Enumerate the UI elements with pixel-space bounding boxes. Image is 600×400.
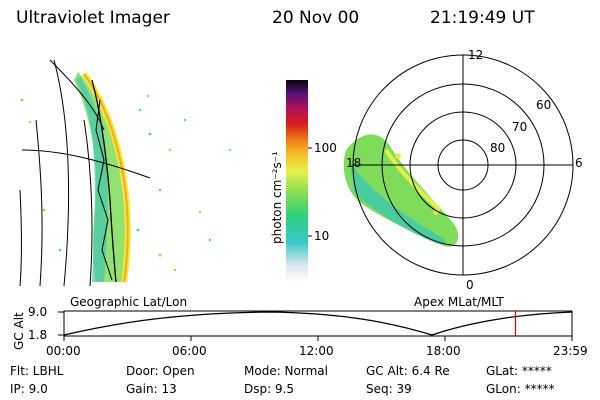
altitude-curve	[63, 311, 573, 336]
status-glat: GLat: *****	[486, 364, 552, 378]
mlt-label-18: 18	[346, 156, 362, 170]
mlt-label-12: 12	[468, 48, 484, 62]
altitude-tick-9: 9.0	[28, 305, 48, 319]
time-label: 21:19:49 UT	[430, 8, 535, 28]
time-tick-0600: 06:00	[172, 344, 207, 358]
geographic-panel-label: Geographic Lat/Lon	[70, 295, 188, 309]
status-dsp: Dsp: 9.5	[244, 382, 295, 396]
altitude-tick-1-8: 1.8	[28, 328, 48, 342]
mlt-label-6: 6	[575, 156, 583, 170]
time-tick-2359: 23:59	[553, 344, 588, 358]
status-mode: Mode: Normal	[244, 364, 328, 378]
mlat-label-70: 70	[512, 120, 528, 134]
status-filter: Flt: LBHL	[10, 364, 64, 378]
mlat-label-80: 80	[490, 141, 506, 155]
geographic-image	[19, 59, 232, 287]
time-tick-1800: 18:00	[426, 344, 461, 358]
colorbar-tick-100: 100	[314, 141, 337, 155]
mlat-label-60: 60	[536, 98, 552, 112]
status-glon: GLon: *****	[486, 382, 555, 396]
status-gain: Gain: 13	[126, 382, 177, 396]
apex-panel-label: Apex MLat/MLT	[414, 295, 504, 309]
instrument-title: Ultraviolet Imager	[16, 8, 170, 28]
colorbar-tick-10: 10	[314, 229, 330, 243]
mlt-label-0: 0	[466, 278, 474, 292]
polar-plot	[343, 54, 574, 276]
altitude-axis-label: GC Alt	[12, 312, 26, 350]
colorbar-unit-label: photon cm⁻²s⁻¹	[270, 151, 284, 244]
status-door: Door: Open	[126, 364, 195, 378]
time-tick-0000: 00:00	[46, 344, 81, 358]
status-seq: Seq: 39	[366, 382, 412, 396]
colorbar-gradient	[286, 80, 308, 282]
time-tick-1200: 12:00	[299, 344, 334, 358]
status-ip: IP: 9.0	[10, 382, 48, 396]
date-label: 20 Nov 00	[272, 8, 360, 28]
status-gc-alt: GC Alt: 6.4 Re	[366, 364, 450, 378]
